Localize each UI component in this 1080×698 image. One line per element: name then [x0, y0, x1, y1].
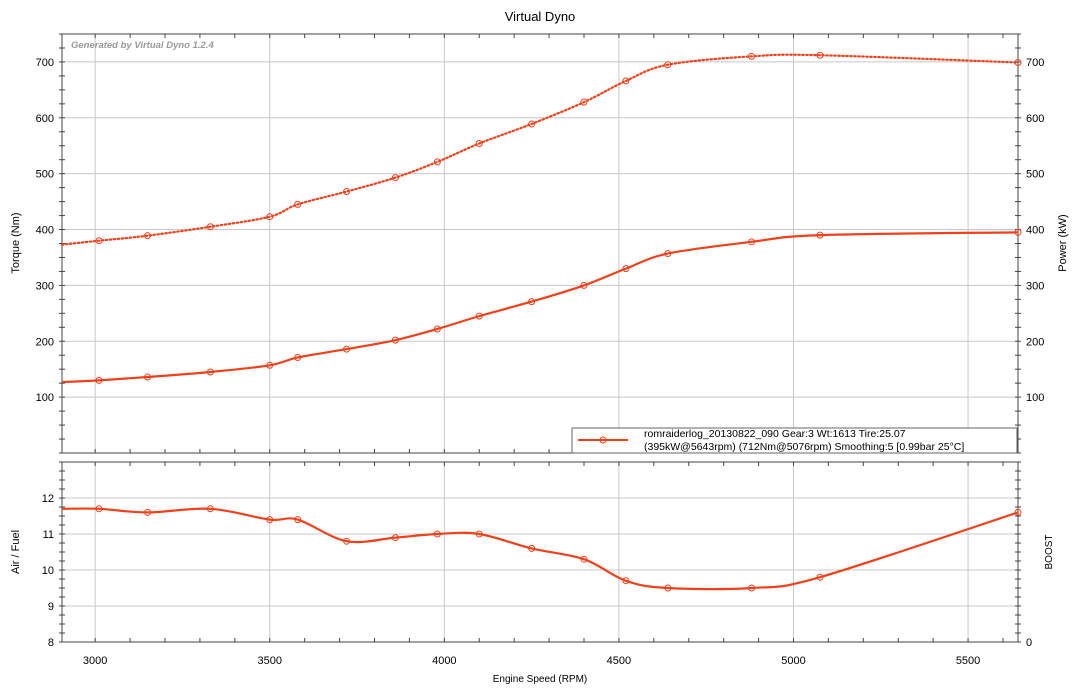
data-point-afr	[433, 530, 441, 538]
data-point-torque	[748, 52, 756, 60]
y2-tick-label: 500	[1026, 169, 1044, 181]
legend-marker	[599, 436, 607, 444]
data-point-power	[816, 231, 824, 239]
legend-line-2: (395kW@5643rpm) (712Nm@5076rpm) Smoothin…	[644, 441, 964, 453]
data-point-power	[664, 250, 672, 258]
y2-axis-label-power: Power (kW)	[1057, 214, 1069, 271]
data-point-torque	[433, 158, 441, 166]
y-tick-label: 700	[36, 57, 54, 69]
legend: romraiderlog_20130822_090 Gear:3 Wt:1613…	[571, 427, 1018, 454]
y-tick-label: 10	[42, 565, 54, 577]
data-point-torque	[266, 213, 274, 221]
data-point-afr	[95, 505, 103, 513]
y-tick-label: 500	[36, 169, 54, 181]
x-tick-label: 4000	[432, 655, 456, 667]
data-point-torque	[475, 139, 483, 147]
plot-area	[61, 33, 1019, 454]
y2-tick-label: 0	[1026, 637, 1032, 649]
data-point-afr	[528, 544, 536, 552]
x-tick-label: 4500	[607, 655, 631, 667]
y-tick-label: 400	[36, 225, 54, 237]
data-point-power	[391, 336, 399, 344]
y-axis-label-afr: Air / Fuel	[10, 530, 22, 574]
data-point-afr	[391, 534, 399, 542]
data-point-power	[433, 325, 441, 333]
x-tick-label: 5500	[956, 655, 980, 667]
data-point-afr	[580, 555, 588, 563]
y-tick-label: 8	[48, 637, 54, 649]
y2-tick-label: 400	[1026, 225, 1044, 237]
data-point-power	[475, 312, 483, 320]
data-point-torque	[294, 200, 302, 208]
data-point-afr	[475, 530, 483, 538]
data-point-torque	[816, 51, 824, 59]
y2-tick-label: 600	[1026, 113, 1044, 125]
x-tick-label: 3000	[83, 655, 107, 667]
y2-tick-label: 300	[1026, 280, 1044, 292]
data-point-power	[294, 353, 302, 361]
data-point-torque	[528, 120, 536, 128]
data-point-power	[748, 238, 756, 246]
data-point-power	[95, 376, 103, 384]
series-line-power	[61, 231, 1019, 384]
y2-tick-label: 200	[1026, 336, 1044, 348]
data-point-afr	[1014, 508, 1022, 516]
data-point-torque	[343, 188, 351, 196]
data-point-power	[266, 361, 274, 369]
data-point-torque	[580, 98, 588, 106]
data-point-power	[1014, 228, 1022, 236]
y-tick-label: 9	[48, 601, 54, 613]
data-point-power	[622, 265, 630, 273]
data-point-afr	[294, 516, 302, 524]
data-point-afr	[206, 505, 214, 513]
series-line-afr	[61, 507, 1019, 591]
data-point-torque	[206, 223, 214, 231]
watermark: Generated by Virtual Dyno 1.2.4	[71, 40, 214, 51]
data-point-afr	[664, 584, 672, 592]
chart-title: Virtual Dyno	[505, 9, 576, 24]
data-point-afr	[144, 508, 152, 516]
plot-area	[61, 461, 1019, 643]
y-tick-label: 100	[36, 392, 54, 404]
x-axis-label: Engine Speed (RPM)	[493, 674, 588, 685]
x-tick-label: 3500	[258, 655, 282, 667]
data-point-torque	[1014, 58, 1022, 66]
data-point-afr	[622, 577, 630, 585]
data-point-afr	[816, 573, 824, 581]
y-tick-label: 12	[42, 493, 54, 505]
data-point-afr	[266, 516, 274, 524]
legend-line-1: romraiderlog_20130822_090 Gear:3 Wt:1613…	[644, 428, 906, 440]
y-tick-label: 11	[43, 529, 54, 541]
y-tick-label: 600	[36, 113, 54, 125]
data-point-afr	[748, 584, 756, 592]
data-point-torque	[144, 232, 152, 240]
data-point-torque	[391, 174, 399, 182]
y2-axis-label-boost: BOOST	[1044, 534, 1055, 569]
series-line-torque	[60, 53, 1020, 246]
data-point-power	[528, 298, 536, 306]
data-point-power	[206, 368, 214, 376]
y-tick-label: 200	[36, 336, 54, 348]
data-point-power	[343, 345, 351, 353]
data-point-torque	[95, 237, 103, 245]
data-point-afr	[343, 537, 351, 545]
data-point-power	[144, 373, 152, 381]
y-axis-label-torque: Torque (Nm)	[10, 212, 22, 273]
data-point-torque	[622, 77, 630, 85]
y2-tick-label: 700	[1026, 57, 1044, 69]
data-point-torque	[664, 61, 672, 69]
x-tick-label: 5000	[781, 655, 805, 667]
data-point-power	[580, 281, 588, 289]
y2-tick-label: 100	[1026, 392, 1044, 404]
y-tick-label: 300	[36, 280, 54, 292]
